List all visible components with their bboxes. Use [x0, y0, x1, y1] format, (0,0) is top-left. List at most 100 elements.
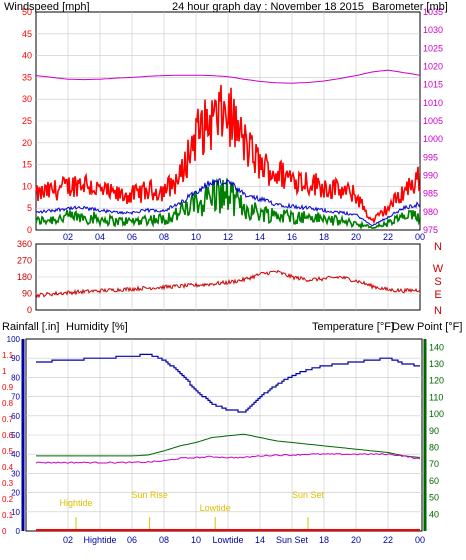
- rainfall-tick-label: 1: [2, 367, 7, 376]
- hour-tick-label: 14: [255, 232, 265, 242]
- humidity-line: [36, 353, 420, 413]
- bottom-hour-label: 20: [351, 535, 361, 545]
- wind-tick-label: 0: [27, 225, 32, 235]
- rainfall-tick-label: 0.3: [2, 479, 14, 488]
- wind-tick-label: 15: [22, 160, 32, 170]
- wind-panel-ticks: 0510152025303540455097598098599099510001…: [22, 7, 443, 242]
- humidity-tick-label: 0: [16, 527, 21, 536]
- barometer-tick-label: 1000: [423, 134, 443, 144]
- humidity-tick-label: 80: [11, 373, 20, 382]
- barometer-tick-label: 1025: [423, 43, 443, 53]
- event-label: Hightide: [59, 498, 92, 508]
- bottom-hour-label: 14: [255, 535, 265, 545]
- rainfall-tick-label: 1.1: [2, 351, 14, 360]
- temperature-tick-label: 140: [429, 342, 444, 352]
- rainfall-tick-label: 0.4: [2, 463, 14, 472]
- wind-direction-line: [35, 269, 421, 299]
- hour-tick-label: 00: [415, 232, 425, 242]
- rainfall-tick-label: 0.8: [2, 399, 14, 408]
- wind-panel-series: [35, 69, 421, 231]
- dew-point-axis-label: Dew Point [°F]: [392, 321, 462, 333]
- wind-gust-line: [35, 84, 421, 225]
- temperature-tick-label: 110: [429, 392, 443, 402]
- compass-label: N: [434, 241, 442, 253]
- bottom-hour-label: 08: [159, 535, 169, 545]
- temperature-axis-label: Temperature [°F]: [312, 321, 394, 333]
- direction-panel-grid: [36, 244, 420, 310]
- bottom-hour-label: 02: [63, 535, 73, 545]
- wind-tick-label: 40: [22, 51, 32, 61]
- temperature-tick-label: 50: [429, 493, 439, 503]
- hour-tick-label: 08: [159, 232, 169, 242]
- temperature-line: [36, 433, 421, 458]
- event-label: Sun Rise: [131, 490, 168, 500]
- climate-panel-grid: [26, 339, 422, 531]
- barometer-tick-label: 1035: [423, 7, 443, 17]
- barometer-axis-label: Barometer [mb]: [372, 1, 448, 13]
- humidity-tick-label: 30: [11, 469, 20, 478]
- event-label: Sun Set: [292, 490, 325, 500]
- hour-tick-label: 10: [191, 232, 201, 242]
- climate-panel-series: [35, 353, 421, 531]
- compass-label: E: [434, 289, 441, 301]
- wind-tick-label: 20: [22, 138, 32, 148]
- humidity-tick-label: 70: [11, 393, 20, 402]
- barometer-tick-label: 995: [423, 152, 438, 162]
- rainfall-tick-label: 0.7: [2, 415, 14, 424]
- humidity-tick-label: 100: [7, 335, 21, 344]
- barometer-tick-label: 1010: [423, 98, 443, 108]
- wind-tick-label: 30: [22, 94, 32, 104]
- barometer-tick-label: 1020: [423, 62, 443, 72]
- barometer-tick-label: 1005: [423, 116, 443, 126]
- bottom-hour-label: Sun Set: [276, 535, 309, 545]
- bottom-hour-label: 22: [383, 535, 393, 545]
- rainfall-tick-label: 0.2: [2, 495, 14, 504]
- direction-tick-label: 90: [22, 289, 32, 299]
- humidity-tick-label: 10: [11, 508, 20, 517]
- rainfall-tick-label: 0.6: [2, 431, 14, 440]
- climate-panel-events: Hightide Sun Rise Lowtide Sun Set: [59, 490, 325, 531]
- hour-tick-label: 04: [95, 232, 105, 242]
- bottom-hour-label: 18: [319, 535, 329, 545]
- wind-tick-label: 10: [22, 181, 32, 191]
- temperature-tick-label: 90: [429, 426, 439, 436]
- barometer-tick-label: 975: [423, 225, 438, 235]
- humidity-tick-label: 60: [11, 412, 20, 421]
- direction-tick-label: 0: [27, 305, 32, 315]
- wind-tick-label: 45: [22, 29, 32, 39]
- wind-tick-label: 5: [27, 203, 32, 213]
- hour-tick-label: 20: [351, 232, 361, 242]
- humidity-tick-label: 40: [11, 450, 20, 459]
- direction-tick-label: 180: [17, 272, 32, 282]
- compass-label: S: [434, 276, 441, 288]
- chart-title: 24 hour graph day : November 18 2015: [172, 1, 364, 13]
- rainfall-tick-label: 0: [2, 527, 7, 536]
- hour-tick-label: 22: [383, 232, 393, 242]
- hour-tick-label: 18: [319, 232, 329, 242]
- temperature-tick-label: 100: [429, 409, 444, 419]
- event-label: Lowtide: [200, 503, 231, 513]
- climate-panel-ticks: 00.10.20.30.40.50.60.70.80.911.101020304…: [2, 335, 444, 545]
- temperature-tick-label: 40: [429, 509, 439, 519]
- hour-tick-label: 16: [287, 232, 297, 242]
- humidity-axis-label: Humidity [%]: [66, 321, 128, 333]
- bottom-hour-label: Lowtide: [212, 535, 243, 545]
- temperature-tick-label: 130: [429, 359, 444, 369]
- rainfall-tick-label: 0.5: [2, 447, 14, 456]
- rainfall-tick-label: 0.1: [2, 511, 14, 520]
- dewpoint-line: [35, 453, 421, 464]
- compass-label: N: [434, 305, 442, 317]
- wind-speed-axis-label: Windspeed [mph]: [4, 1, 90, 13]
- hour-tick-label: 06: [127, 232, 137, 242]
- rainfall-tick-label: 0.9: [2, 383, 14, 392]
- temperature-tick-label: 120: [429, 376, 444, 386]
- barometer-tick-label: 985: [423, 189, 438, 199]
- rainfall-axis-label: Rainfall [.in]: [2, 321, 59, 333]
- bottom-hour-label: 00: [415, 535, 425, 545]
- barometer-tick-label: 1015: [423, 80, 443, 90]
- compass-label: W: [433, 263, 444, 275]
- temperature-tick-label: 70: [429, 459, 439, 469]
- humidity-tick-label: 90: [11, 354, 20, 363]
